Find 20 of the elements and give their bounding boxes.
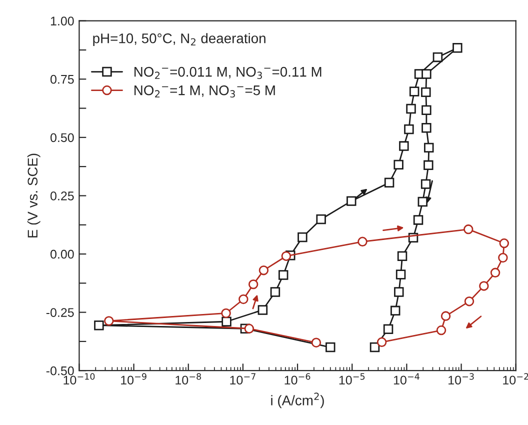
x-tick-label: 10$^{−3}$ <box>448 373 474 385</box>
annotation: pH=10, 50°C, N$_{2}$ deaeration <box>93 33 266 46</box>
y-axis-title: E (V vs. SCE) <box>27 154 40 238</box>
y-tick-label: 0.00 <box>50 250 74 259</box>
y-tick-label: 0.25 <box>50 192 74 200</box>
y-tick-label: 0.75 <box>50 74 74 84</box>
legend-label: NO$_{2}$$^{−}$=0.011 M, NO$_{3}$$^{−}$=0.11 M <box>134 66 322 80</box>
x-axis-title: i (A/cm$^{2}$) <box>271 392 324 408</box>
x-tick-label: 10$^{−7}$ <box>230 373 256 385</box>
x-tick-label: 10$^{−4}$ <box>394 373 420 385</box>
x-tick-label: 10$^{−8}$ <box>176 373 201 385</box>
x-tick-label: 10$^{−2}$ <box>503 373 528 385</box>
y-tick-label: -0.25 <box>46 308 74 317</box>
x-tick-label: 10$^{−9}$ <box>121 373 146 385</box>
y-tick-label: -0.50 <box>46 366 74 376</box>
y-tick-label: 0.50 <box>50 133 74 142</box>
x-tick-label: 10$^{−6}$ <box>284 373 310 385</box>
legend-label: NO$_{2}$$^{−}$=1 M, NO$_{3}$$^{−}$=5 M <box>134 85 275 98</box>
y-tick-label: 1.00 <box>50 16 74 26</box>
x-tick-label: 10$^{−5}$ <box>339 373 365 385</box>
